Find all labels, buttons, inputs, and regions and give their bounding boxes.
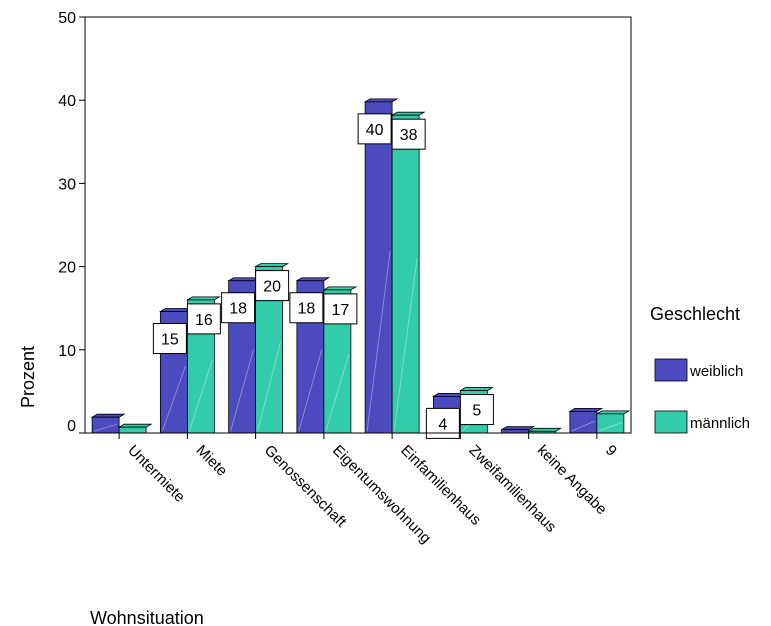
bar: [118, 426, 147, 434]
data-label: 18: [297, 301, 315, 318]
data-label-box: [459, 394, 494, 426]
bar-highlight: [298, 349, 323, 432]
legend-title: Geschlecht: [650, 304, 740, 324]
bar-highlight: [257, 341, 282, 432]
y-tick-label: 40: [58, 93, 76, 110]
bar-highlight: [325, 354, 350, 432]
x-axis-label: Wohnsituation: [90, 608, 204, 626]
bars-layer: [90, 98, 631, 434]
data-label: 16: [195, 312, 213, 329]
y-axis: 0 10 20 30 40 50: [58, 10, 86, 435]
legend-swatch: [654, 358, 688, 382]
x-tick-label: Miete: [193, 442, 231, 480]
y-tick-label: 0: [67, 418, 76, 435]
bar-top: [254, 263, 290, 268]
data-label: 40: [366, 122, 384, 139]
y-axis-label: Prozent: [18, 346, 38, 408]
bar-top: [117, 423, 153, 428]
bar-highlight: [230, 349, 255, 432]
bar-highlight: [161, 366, 186, 432]
bar-top: [390, 111, 426, 116]
data-labels-layer: 15 16 18 20 18 17 40 38 4 5: [152, 113, 494, 439]
data-label: 17: [331, 302, 349, 319]
data-label-box: [221, 292, 256, 324]
data-label-box: [255, 270, 290, 302]
bar-top: [527, 427, 563, 432]
data-label-box: [357, 113, 392, 145]
bar: [391, 114, 420, 434]
data-label-box: [186, 303, 221, 335]
bar-highlight: [366, 250, 391, 432]
y-tick-label: 10: [58, 343, 76, 360]
data-label-box: [391, 118, 426, 150]
y-tick-label: 20: [58, 260, 76, 277]
legend-swatch: [654, 410, 688, 434]
bar-top: [595, 410, 631, 415]
bar-highlight: [93, 423, 118, 432]
x-tick-label: keine Angabe: [534, 442, 610, 518]
data-label: 5: [472, 403, 481, 420]
legend: Geschlecht weiblich männlich: [650, 304, 750, 434]
data-label: 38: [400, 127, 418, 144]
data-label-box: [323, 293, 358, 325]
y-tick-label: 50: [58, 10, 76, 27]
data-label: 18: [229, 301, 247, 318]
legend-entry: weiblich: [689, 363, 743, 380]
y-tick-label: 30: [58, 176, 76, 193]
bar-highlight: [571, 420, 596, 432]
data-label: 4: [438, 416, 447, 433]
legend-entry: männlich: [690, 415, 750, 432]
x-axis: Untermiete Miete GenossenschaftEigentumswo…: [85, 432, 631, 547]
bar-highlight: [598, 422, 623, 432]
x-tick-label: Untermiete: [124, 442, 188, 506]
data-label-box: [152, 323, 187, 355]
bar-top: [322, 286, 358, 291]
bar-highlight: [393, 258, 418, 432]
data-label-box: [289, 292, 324, 324]
x-tick-label: 9: [602, 442, 620, 460]
bar-top: [568, 407, 604, 412]
data-label: 15: [161, 332, 179, 349]
bar-highlight: [188, 359, 213, 432]
bar-top: [185, 296, 221, 301]
data-label: 20: [263, 279, 281, 296]
bar-top: [363, 98, 399, 103]
bar-top: [90, 413, 126, 418]
bar-top: [500, 426, 536, 431]
bar-top: [458, 387, 494, 391]
bar-top: [295, 277, 331, 282]
